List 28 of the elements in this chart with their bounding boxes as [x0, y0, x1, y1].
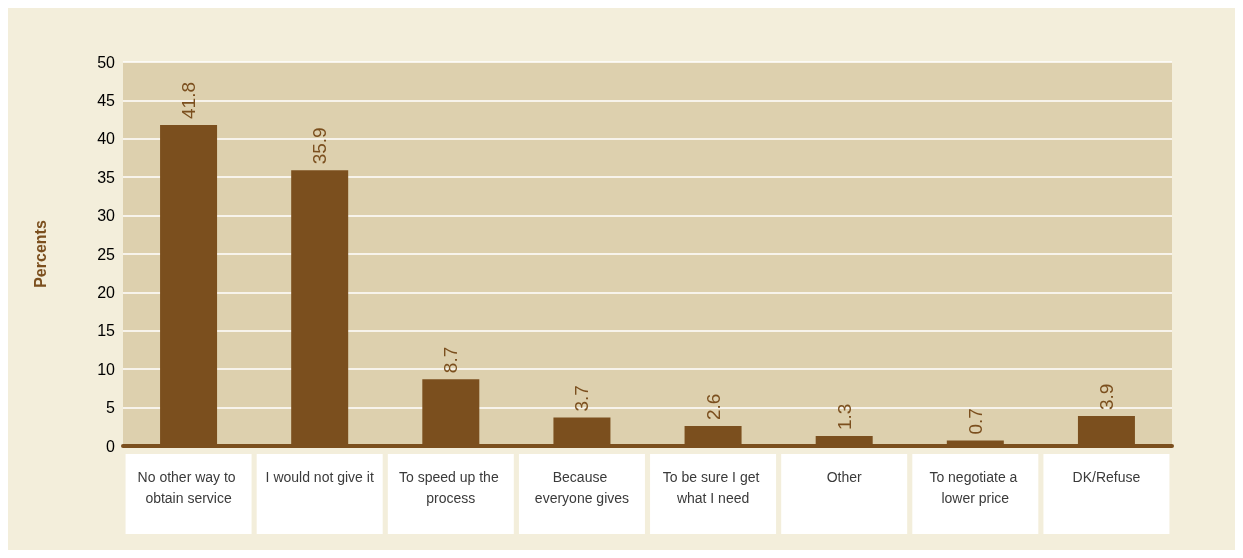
y-tick-label: 30 — [97, 207, 116, 225]
y-tick-label: 35 — [97, 168, 116, 186]
x-tick-label: To negotiate a lower price — [929, 468, 1022, 506]
data-label: 35.9 — [309, 127, 331, 165]
y-tick-label: 45 — [97, 91, 116, 109]
x-tick-label: No other way to obtain service — [137, 468, 240, 506]
data-label: 1.3 — [833, 403, 855, 431]
y-tick-label: 0 — [106, 437, 116, 455]
data-label: 2.6 — [702, 393, 724, 421]
y-tick-label: 25 — [97, 245, 116, 263]
x-tick-label: To be sure I get what I need — [662, 468, 764, 506]
y-tick-label: 40 — [97, 130, 116, 148]
y-tick-label: 15 — [97, 322, 116, 340]
x-tick-label: I would not give it — [265, 468, 374, 485]
data-label: 8.7 — [440, 346, 462, 374]
y-tick-label: 20 — [97, 283, 116, 301]
data-label: 3.9 — [1095, 383, 1117, 411]
y-tick-label: 10 — [97, 360, 116, 378]
data-label: 3.7 — [571, 385, 593, 412]
x-tick-label: To speed up the process — [399, 468, 503, 506]
x-tick-label: Because everyone gives — [534, 468, 630, 506]
x-tick-label: DK/Refuse — [1072, 468, 1141, 485]
y-tick-label: 50 — [97, 53, 116, 71]
data-label: 0.7 — [964, 408, 986, 435]
y-tick-label: 5 — [106, 399, 116, 417]
x-tick-label: Other — [826, 468, 863, 485]
data-label: 41.8 — [178, 81, 200, 119]
y-axis-title: Percents — [31, 220, 49, 288]
